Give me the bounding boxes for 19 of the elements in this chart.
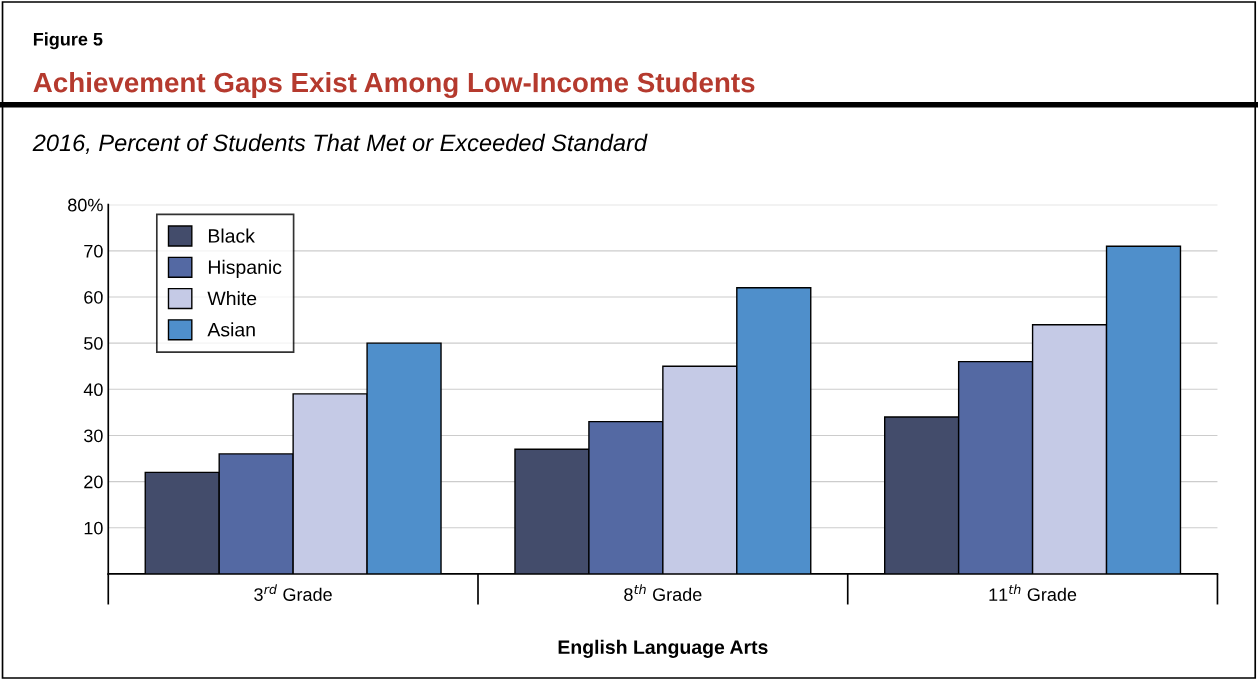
- chart-subtitle: 2016, Percent of Students That Met or Exceeded Standard: [32, 133, 648, 154]
- legend-label: Hispanic: [208, 259, 282, 278]
- y-tick-label: 40: [83, 383, 103, 397]
- chart-title: Achievement Gaps Exist Among Low-Income Students: [33, 71, 755, 99]
- x-tick-label: 11$^{th}$ Grade: [989, 584, 1077, 601]
- y-tick-label: 10: [84, 521, 103, 535]
- legend-label: Black: [208, 228, 255, 243]
- legend-label: White: [207, 291, 257, 306]
- y-tick-label: 30: [84, 429, 103, 443]
- x-axis-title: English Language Arts: [558, 639, 768, 658]
- caption: Figure 5: [33, 32, 103, 50]
- legend-label: Asian: [207, 322, 255, 337]
- x-tick-label: 8$^{th}$ Grade: [624, 584, 702, 601]
- y-tick-label: 50: [84, 337, 103, 350]
- y-tick-label: 80%: [68, 198, 103, 212]
- y-tick-label: 70: [84, 244, 103, 258]
- y-tick-label: 20: [84, 475, 103, 489]
- x-tick-label: 3$^{rd}$ Grade: [254, 584, 332, 601]
- y-tick-label: 60: [84, 290, 103, 304]
